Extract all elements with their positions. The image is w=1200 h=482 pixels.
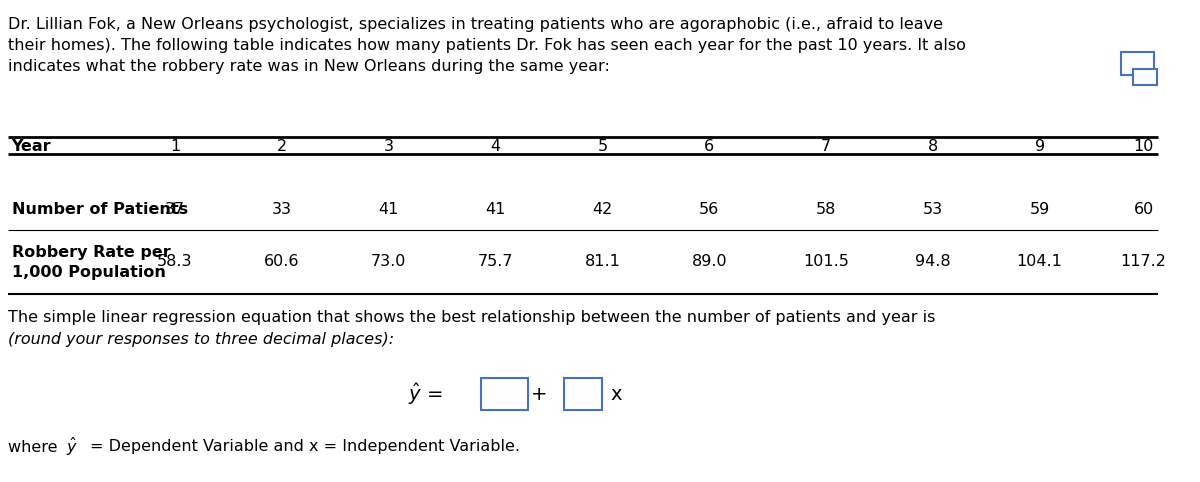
Text: +: + bbox=[530, 385, 547, 403]
Text: 37: 37 bbox=[164, 202, 185, 217]
Text: = Dependent Variable and x = Independent Variable.: = Dependent Variable and x = Independent… bbox=[90, 440, 521, 455]
Text: 117.2: 117.2 bbox=[1121, 254, 1166, 269]
Text: The simple linear regression equation that shows the best relationship between t: The simple linear regression equation th… bbox=[7, 310, 935, 325]
Text: Robbery Rate per: Robbery Rate per bbox=[12, 244, 170, 259]
Text: 8: 8 bbox=[928, 138, 938, 153]
Text: Dr. Lillian Fok, a New Orleans psychologist, specializes in treating patients wh: Dr. Lillian Fok, a New Orleans psycholog… bbox=[7, 17, 966, 74]
Text: 53: 53 bbox=[923, 202, 943, 217]
FancyBboxPatch shape bbox=[1133, 69, 1157, 85]
Text: 1,000 Population: 1,000 Population bbox=[12, 265, 166, 280]
Text: 60: 60 bbox=[1134, 202, 1153, 217]
Text: 41: 41 bbox=[378, 202, 398, 217]
Text: x: x bbox=[610, 385, 622, 403]
Text: 73.0: 73.0 bbox=[371, 254, 407, 269]
Text: 81.1: 81.1 bbox=[584, 254, 620, 269]
Text: 7: 7 bbox=[821, 138, 830, 153]
Text: $\hat{y}$ =: $\hat{y}$ = bbox=[408, 381, 443, 407]
Text: 60.6: 60.6 bbox=[264, 254, 300, 269]
Text: 9: 9 bbox=[1034, 138, 1045, 153]
Text: 59: 59 bbox=[1030, 202, 1050, 217]
Text: 101.5: 101.5 bbox=[803, 254, 848, 269]
Text: 2: 2 bbox=[277, 138, 287, 153]
Text: 3: 3 bbox=[384, 138, 394, 153]
Text: Number of Patients: Number of Patients bbox=[12, 202, 187, 217]
Text: 56: 56 bbox=[700, 202, 719, 217]
Text: 42: 42 bbox=[593, 202, 612, 217]
Text: 41: 41 bbox=[485, 202, 505, 217]
Text: 6: 6 bbox=[704, 138, 714, 153]
Text: $\hat{y}$: $\hat{y}$ bbox=[66, 436, 78, 458]
Text: 5: 5 bbox=[598, 138, 607, 153]
Text: 10: 10 bbox=[1133, 138, 1153, 153]
Text: (round your responses to three decimal places):: (round your responses to three decimal p… bbox=[7, 332, 394, 347]
Text: 104.1: 104.1 bbox=[1016, 254, 1062, 269]
Text: 89.0: 89.0 bbox=[691, 254, 727, 269]
Text: 94.8: 94.8 bbox=[914, 254, 950, 269]
Text: Year: Year bbox=[12, 138, 52, 153]
FancyBboxPatch shape bbox=[564, 378, 602, 410]
Text: 33: 33 bbox=[271, 202, 292, 217]
Text: 4: 4 bbox=[491, 138, 500, 153]
Text: 1: 1 bbox=[169, 138, 180, 153]
FancyBboxPatch shape bbox=[481, 378, 528, 410]
Text: where: where bbox=[7, 440, 62, 455]
Text: 58.3: 58.3 bbox=[157, 254, 193, 269]
Text: 58: 58 bbox=[816, 202, 836, 217]
Text: 75.7: 75.7 bbox=[478, 254, 514, 269]
